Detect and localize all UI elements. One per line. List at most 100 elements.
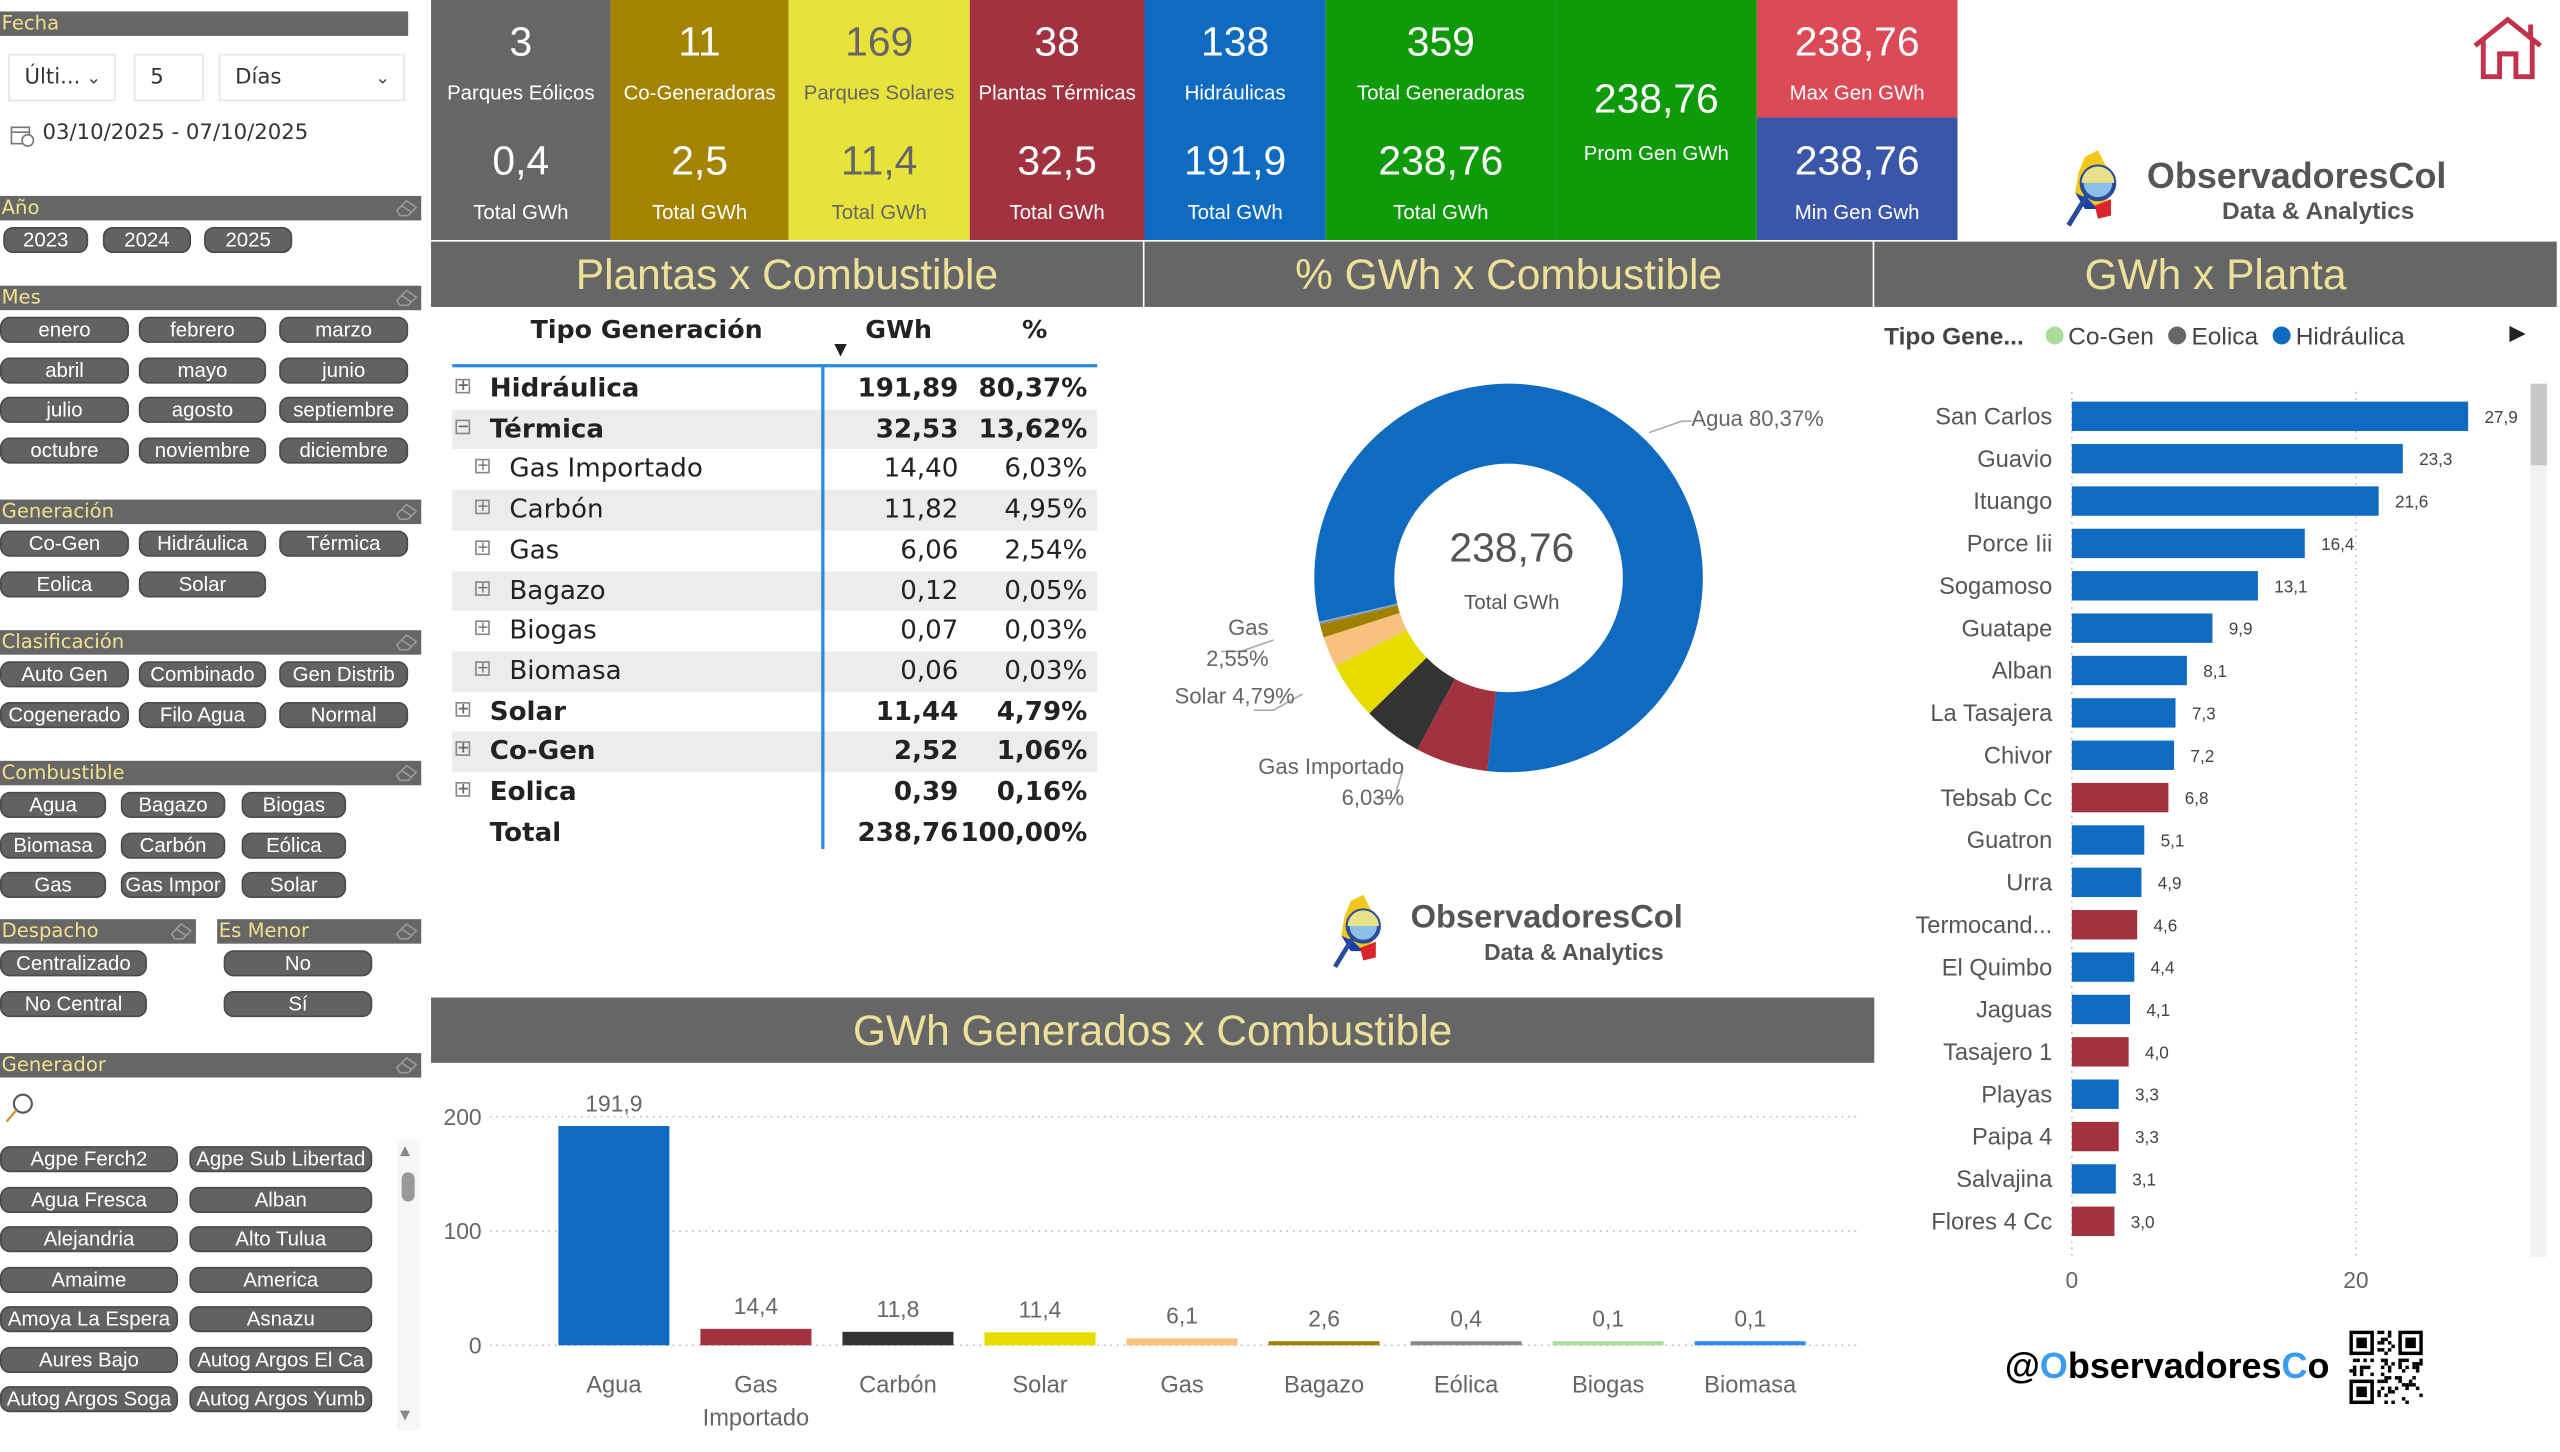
combustible-option[interactable]: Bagazo [120,791,226,818]
plants-scrollbar[interactable] [2530,383,2547,1258]
col-pct[interactable]: % [1022,315,1048,345]
plant-bar[interactable] [2071,443,2403,474]
generador-option[interactable]: Alejandria [0,1226,178,1253]
plant-bar[interactable] [2071,740,2175,770]
plant-bar[interactable] [2071,655,2187,686]
table-row[interactable]: + Eolica 0,39 0,16% [452,772,1097,812]
plant-bar[interactable] [2071,401,2469,432]
plant-bar[interactable] [2071,528,2305,559]
range-unit-dropdown[interactable]: Días ⌄ [218,53,405,102]
donut-slice-eólica[interactable] [1319,604,1398,625]
combustible-option[interactable]: Solar [241,872,347,899]
plant-bar[interactable] [2071,1164,2116,1194]
generacion-option[interactable]: Hidráulica [138,530,267,557]
table-row[interactable]: − Térmica 32,53 13,62% [452,409,1098,450]
range-mode-dropdown[interactable]: Últi... ⌄ [8,53,116,102]
expand-icon[interactable]: + [475,620,490,638]
table-row[interactable]: + Solar 11,44 4,79% [452,692,1097,732]
col-tipo-generacion[interactable]: Tipo Generación [530,315,763,345]
generador-option[interactable]: Autog Argos Soga [0,1386,178,1413]
expand-icon[interactable]: + [475,580,490,597]
generacion-option[interactable]: Solar [138,570,267,597]
clasificacion-option[interactable]: Combinado [138,661,267,688]
clasificacion-option[interactable]: Filo Agua [138,701,267,728]
es_menor-option[interactable]: Sí [223,990,373,1017]
plant-bar[interactable] [2071,910,2138,940]
sort-desc-icon[interactable]: ▼ [834,341,847,360]
expand-icon[interactable]: + [475,661,490,678]
generador-option[interactable]: Amaime [0,1266,178,1293]
plant-bar[interactable] [2071,613,2213,643]
table-row[interactable]: + Gas 6,06 2,54% [452,530,1097,570]
plant-bar[interactable] [2071,698,2176,728]
plant-bar[interactable] [2071,782,2169,813]
scroll-thumb[interactable] [401,1172,415,1202]
mes-option[interactable]: junio [279,356,409,384]
plant-bar[interactable] [2071,486,2379,516]
col-gwh[interactable]: GWh [865,315,933,345]
bar-bagazo[interactable] [1268,1341,1380,1346]
expand-icon[interactable]: + [475,459,490,476]
generador-option[interactable]: Autog Argos Yumb [189,1386,373,1413]
legend-item[interactable]: Eolica [2168,323,2258,351]
plant-bar[interactable] [2071,1121,2119,1152]
generador-option[interactable]: Aures Bajo [0,1346,178,1373]
scroll-down-icon[interactable]: ▼ [399,1407,411,1423]
generador-option[interactable]: Asnazu [189,1306,373,1333]
mes-option[interactable]: noviembre [138,437,267,464]
mes-option[interactable]: agosto [138,397,267,424]
donut-slice-carbón[interactable] [1369,657,1455,750]
mes-option[interactable]: febrero [138,316,267,343]
mes-option[interactable]: mayo [138,356,267,384]
despacho-option[interactable]: No Central [0,990,147,1017]
expand-icon[interactable]: + [475,540,490,557]
plant-bar[interactable] [2071,994,2131,1025]
table-row[interactable]: + Gas Importado 14,40 6,03% [452,450,1097,490]
plant-bar[interactable] [2071,1079,2119,1109]
eraser-icon[interactable] [395,501,418,521]
combustible-option[interactable]: Eólica [241,831,347,859]
expand-icon[interactable]: + [455,378,471,396]
plant-bar[interactable] [2071,952,2135,982]
combustible-option[interactable]: Gas [0,872,107,899]
eraser-icon[interactable] [395,1055,418,1075]
es_menor-option[interactable]: No [223,950,373,977]
legend-item[interactable]: Hidráulica [2272,323,2405,351]
table-row[interactable]: + Bagazo 0,12 0,05% [452,570,1098,611]
donut-slice-bagazo[interactable] [1319,605,1400,638]
expand-icon[interactable]: + [455,782,471,799]
expand-icon[interactable]: + [455,701,471,718]
donut-slice-gas-importado[interactable] [1417,678,1497,772]
table-row[interactable]: + Carbón 11,82 4,95% [452,489,1098,531]
anio-option[interactable]: 2025 [204,226,293,254]
generador-scrollbar[interactable]: ▲ ▼ [396,1139,420,1431]
generador-option[interactable]: Alban [189,1186,373,1213]
eraser-icon[interactable] [395,921,418,941]
generador-option[interactable]: Agpe Sub Libertad [189,1146,373,1173]
donut-slice-agua[interactable] [1314,383,1703,773]
combustible-option[interactable]: Agua [0,791,107,818]
donut-slice-gas[interactable] [1323,612,1407,667]
generacion-option[interactable]: Térmica [279,530,409,557]
donut-slice-solar[interactable] [1335,629,1427,714]
qr-code-icon[interactable] [2349,1330,2423,1405]
plant-bar[interactable] [2071,571,2258,601]
legend-next-icon[interactable]: ▶ [2509,321,2526,347]
mes-option[interactable]: abril [0,356,129,384]
bar-biogas[interactable] [1552,1341,1664,1346]
clasificacion-option[interactable]: Cogenerado [0,701,129,728]
bar-biomasa[interactable] [1694,1341,1806,1346]
plant-bar[interactable] [2071,867,2142,898]
mes-option[interactable]: julio [0,397,129,424]
generador-option[interactable]: Autog Argos El Ca [189,1346,373,1373]
bar-agua[interactable] [558,1125,670,1346]
home-icon[interactable] [2470,15,2545,80]
donut-slice-biogas[interactable] [1319,603,1398,623]
legend-item[interactable]: Co-Gen [2045,323,2154,351]
bar-gas-importado[interactable] [700,1328,812,1346]
table-row[interactable]: + Biogas 0,07 0,03% [452,611,1097,651]
combustible-option[interactable]: Carbón [120,831,226,859]
combustible-option[interactable]: Biogas [241,791,347,818]
clasificacion-option[interactable]: Normal [279,701,409,728]
eraser-icon[interactable] [395,198,418,218]
